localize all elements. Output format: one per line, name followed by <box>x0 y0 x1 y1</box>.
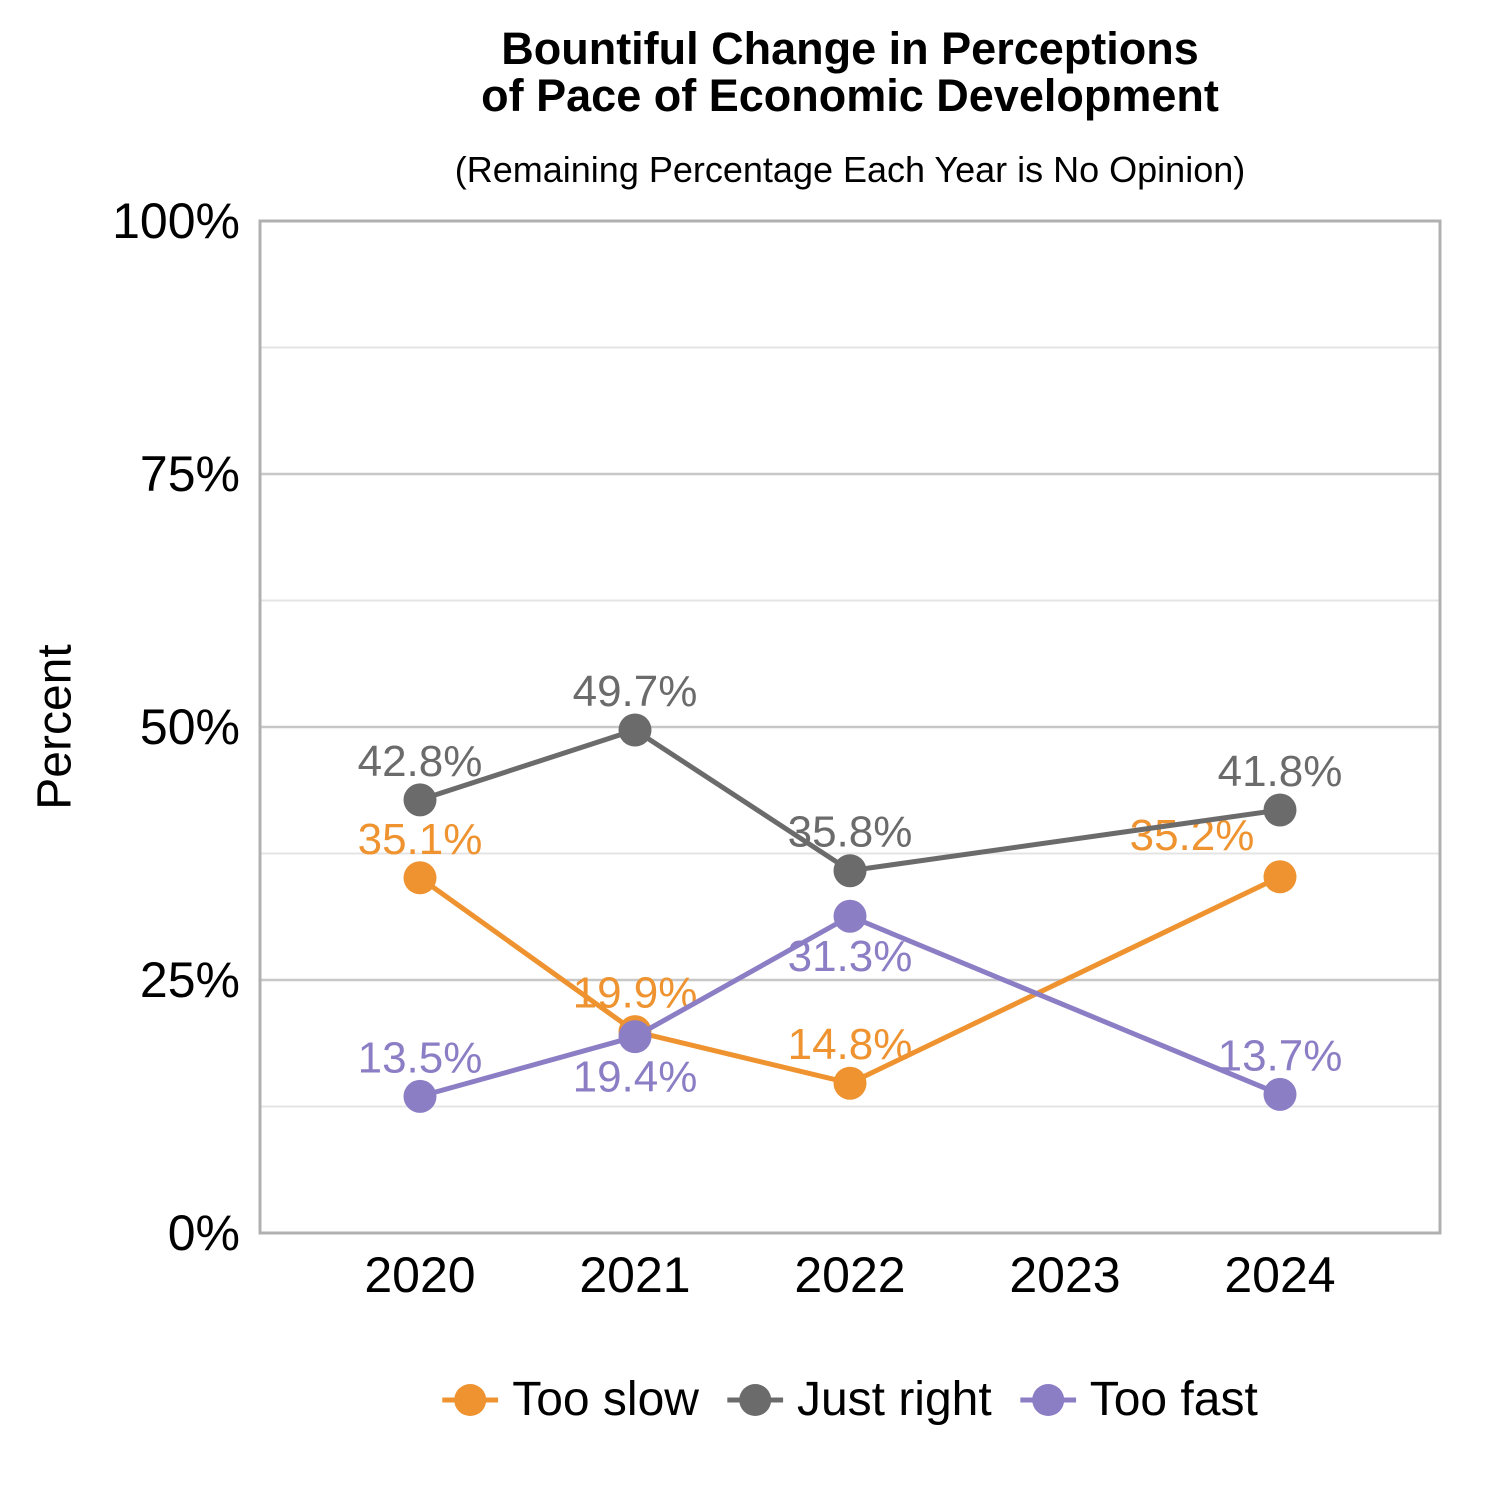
legend-item-just-right: Just right <box>726 1372 992 1427</box>
legend-item-too-fast: Too fast <box>1019 1372 1258 1427</box>
legend-key-icon-too-fast <box>1019 1383 1076 1416</box>
panel-border <box>258 219 1442 1235</box>
x-tick-label-2023: 2023 <box>1009 1247 1120 1303</box>
point-too-fast-2020 <box>403 1079 437 1113</box>
chart-title-line-2: of Pace of Economic Development <box>481 69 1219 121</box>
point-label-too-slow-2021: 19.9% <box>573 969 698 1018</box>
point-too-fast-2024 <box>1263 1077 1297 1111</box>
point-too-fast-2022 <box>833 899 867 933</box>
point-label-just-right-2024: 41.8% <box>1218 747 1343 796</box>
point-too-slow-2020 <box>403 861 437 895</box>
point-label-too-slow-2020: 35.1% <box>358 815 483 864</box>
chart-subtitle: (Remaining Percentage Each Year is No Op… <box>454 149 1246 190</box>
point-label-too-fast-2021: 19.4% <box>573 1053 698 1102</box>
point-just-right-2022 <box>833 854 867 888</box>
point-too-slow-2024 <box>1263 860 1297 894</box>
legend-key-icon-just-right <box>726 1383 783 1416</box>
point-too-fast-2021 <box>618 1020 652 1054</box>
x-tick-label-2020: 2020 <box>364 1247 475 1303</box>
y-tick-label-75: 75% <box>140 446 240 502</box>
y-tick-label-50: 50% <box>140 699 240 755</box>
legend-label-just-right: Just right <box>796 1373 992 1426</box>
point-just-right-2020 <box>403 783 437 817</box>
legend-key-icon-too-slow <box>442 1383 499 1416</box>
legend-label-too-slow: Too slow <box>512 1373 699 1426</box>
chart-title-line-1: Bountiful Change in Perceptions <box>501 23 1199 74</box>
legend-item-too-slow: Too slow <box>442 1372 699 1427</box>
point-just-right-2024 <box>1263 793 1297 827</box>
x-tick-label-2022: 2022 <box>794 1247 905 1303</box>
legend-label-too-fast: Too fast <box>1089 1373 1258 1426</box>
chart-title: Bountiful Change in Perceptions of Pace … <box>481 23 1219 121</box>
point-label-just-right-2021: 49.7% <box>573 667 698 716</box>
y-tick-label-0: 0% <box>168 1205 240 1261</box>
point-label-just-right-2020: 42.8% <box>358 737 483 786</box>
point-label-just-right-2022: 35.8% <box>788 808 913 857</box>
point-label-too-fast-2020: 13.5% <box>358 1033 483 1082</box>
y-tick-label-100: 100% <box>112 193 240 249</box>
point-label-too-fast-2024: 13.7% <box>1218 1031 1343 1080</box>
point-label-too-fast-2022: 31.3% <box>788 932 913 981</box>
line-too-fast <box>417 913 1283 1099</box>
line-just-right <box>417 727 1283 874</box>
line-too-slow <box>417 874 1283 1086</box>
point-too-slow-2022 <box>833 1066 867 1100</box>
x-tick-label-2024: 2024 <box>1224 1247 1335 1303</box>
y-tick-label-25: 25% <box>140 952 240 1008</box>
x-tick-label-2021: 2021 <box>579 1247 690 1303</box>
legend: Too slow Just right Too fast <box>442 1372 1258 1427</box>
point-just-right-2021 <box>618 713 652 747</box>
point-label-too-slow-2022: 14.8% <box>788 1020 913 1069</box>
